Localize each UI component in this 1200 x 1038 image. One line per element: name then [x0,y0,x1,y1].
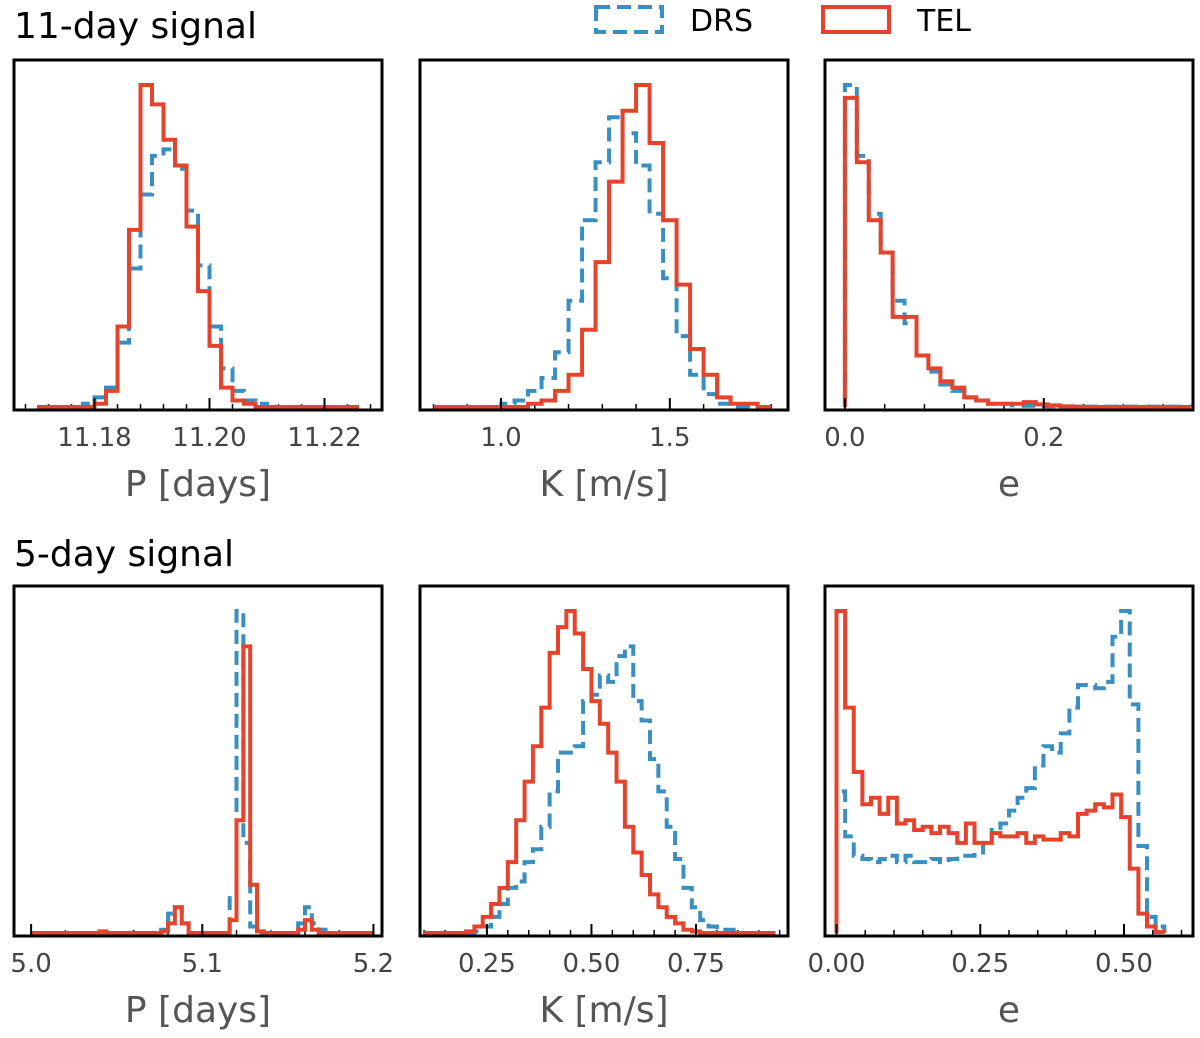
x-tick-label: 11.20 [172,423,246,453]
x-tick-label: 11.18 [57,423,131,453]
panel-11day-eccentricity: 0.0 0.2e [823,58,1195,505]
histogram-tel-r1c2 [834,609,1167,935]
x-tick-label: 0.25 [458,949,516,979]
histogram-layer [842,83,1193,410]
panel-frame [823,58,1195,412]
panel-5day-eccentricity: 0.00 0.25 0.50 e [808,584,1195,1031]
x-axis-label: e [998,990,1020,1031]
histogram-layer [24,83,372,410]
row-title-11-day: 11-day signal [14,6,257,47]
panel-frame [823,584,1195,938]
histogram-drs-r0c1 [433,115,772,409]
x-tick-label: 0.50 [1095,949,1153,979]
x-axis-label: K [m/s] [539,464,668,505]
x-axis-label: P [days] [125,464,271,505]
panel-11day-amplitude: 1.0 1.5 K [m/s] [418,58,790,505]
panel-5day-amplitude: 0.25 0.50 0.75 K [m/s] [418,584,790,1031]
x-tick-label: 0.50 [563,949,621,979]
panel-5day-period: 5.0 5.1 5.2 P [days] [10,584,394,1031]
legend-swatch-tel [821,5,891,34]
x-tick-label: 5.1 [182,949,223,979]
x-tick-label: 5.0 [10,949,51,979]
histogram-tel-r1c0 [31,644,374,935]
histogram-layer [834,609,1183,936]
x-tick-label: 0.0 [824,423,865,453]
x-tick-label: 0.2 [1023,423,1064,453]
histogram-drs-r1c0 [31,609,374,935]
x-axis-label: K [m/s] [539,990,668,1031]
histogram-drs-r0c2 [842,83,1193,409]
x-tick-label: 11.22 [287,423,361,453]
row-title-5-day: 5-day signal [14,534,234,575]
x-axis-label: e [998,464,1020,505]
panel-frame [418,584,790,938]
legend-label-tel: TEL [916,4,971,39]
panel-frame [12,58,384,412]
x-tick-label: 5.2 [353,949,394,979]
legend-label-drs: DRS [690,4,753,39]
histogram-layer [432,83,772,410]
x-tick-label: 1.0 [480,423,521,453]
legend-swatch-drs [594,5,664,34]
histogram-tel-r0c1 [433,83,772,409]
histogram-tel-r0c0 [37,83,359,409]
histogram-drs-r1c1 [424,644,776,935]
histogram-layer [423,609,781,936]
histogram-tel-r1c1 [424,609,776,935]
panel-frame [12,584,384,938]
histogram-drs-r1c2 [834,609,1167,933]
histogram-layer [30,609,375,936]
x-tick-label: 0.25 [951,949,1009,979]
x-tick-label: 0.00 [808,949,866,979]
x-tick-label: 0.75 [667,949,725,979]
panel-frame [418,58,790,412]
panel-11day-period: 11.18 11.20 11.22 P [days] [12,58,384,505]
x-axis-label: P [days] [125,990,271,1031]
legend: DRS TEL [594,4,971,39]
histogram-tel-r0c2 [842,95,1192,409]
x-tick-label: 1.5 [649,423,690,453]
